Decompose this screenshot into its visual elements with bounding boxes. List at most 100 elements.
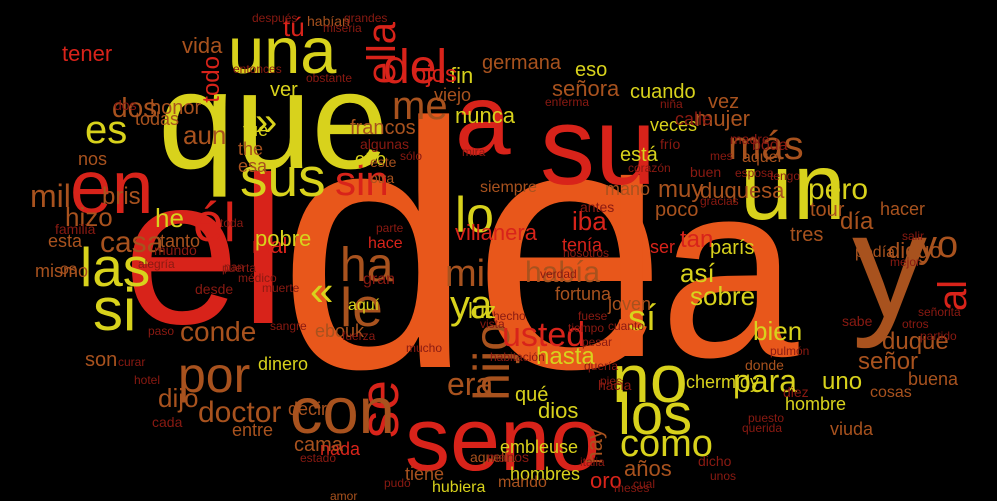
word-128: cada [152,414,183,430]
word-14: por [178,347,251,403]
word-159: pudo [384,476,411,490]
word-204: cuanto [608,319,645,333]
word-135: muerte [262,281,300,295]
word-200: este [370,154,397,170]
word-30: sin [335,157,389,204]
word-55: tan [680,226,714,253]
word-155: paso [148,324,175,338]
word-72: tú [283,12,305,42]
word-2: el [123,133,287,368]
word-103: hombres [510,464,581,484]
word-144: corazón [628,161,671,175]
word-211: dos [114,97,137,113]
word-198: mira [462,145,486,159]
word-19: él [193,191,236,253]
word-36: era [447,366,494,402]
word-85: otro [355,149,387,169]
word-188: tanto [160,231,201,251]
word-209: partido [920,329,957,343]
word-86: nunca [455,103,515,128]
word-7: en [70,145,154,229]
word-83: fin [450,63,474,88]
word-141: gran [363,271,396,288]
word-113: diego [888,238,942,263]
word-42: doctor [198,396,282,429]
word-195: enferma [545,95,590,109]
word-183: manos [487,449,530,465]
word-80: esta [48,231,83,251]
word-64: hizo [65,202,113,232]
word-185: fuerza [342,329,376,343]
word-178: miseria [323,21,362,35]
word-78: sobre [690,281,756,311]
word-59: duque [882,328,949,355]
word-51: ser [650,237,676,257]
word-132: cosas [870,384,912,401]
word-21: si [93,276,137,343]
word-53: aun [183,120,227,150]
word-79: parís [710,237,755,259]
word-104: chermidy [686,372,760,392]
word-122: marido [498,474,547,491]
word-76: qué [515,384,549,406]
word-190: pan [224,260,245,274]
word-148: calle [675,109,713,129]
word-182: nosotros [563,246,610,260]
word-98: entre [232,420,274,440]
word-13: con [290,374,395,447]
word-205: pesar [582,335,613,349]
word-16: las [80,236,151,298]
word-15: los [618,382,693,447]
word-136: médico [238,271,277,285]
word-153: gracias [700,194,739,208]
word-147: boda [752,137,788,154]
word-0: de [278,51,668,442]
word-66: tour [810,199,845,221]
word-109: mano [605,179,651,199]
word-52: todo [198,56,225,103]
word-92: todas [135,109,180,129]
word-87: veces [650,115,698,135]
word-134: puerta [222,261,257,275]
word-140: desde [195,281,234,297]
word-161: donde [745,357,784,373]
word-191: nos [78,149,108,169]
word-121: siempre [480,179,537,196]
word-184: vista [480,317,505,331]
word-27: ella [360,22,404,85]
word-167: pulmón [770,344,810,358]
word-31: le [340,276,383,338]
word-88: poco [655,199,699,221]
word-111: oro [590,468,622,493]
word-157: curar [118,355,146,369]
word-197: parte [376,221,404,235]
word-71: ver [270,79,298,101]
word-203: habitación [490,350,545,364]
word-11: no [612,341,688,417]
word-75: he [155,203,184,233]
word-169: quería [584,359,619,373]
word-82: vez [708,91,740,113]
word-129: bris [102,183,141,210]
word-154: luz [468,298,497,323]
word-150: frío [660,136,681,152]
word-41: usted [502,316,586,354]
word-145: esposa [735,166,774,180]
word-181: antes [580,199,615,215]
word-74: mal [252,233,288,258]
word-175: meses [614,481,650,495]
word-202: fuese [578,309,608,323]
word-170: italia [580,455,605,469]
word-151: mes [710,149,733,163]
word-39: ya [450,283,493,327]
word-156: hotel [134,373,161,387]
word-149: niña [660,97,683,111]
word-28: como [620,423,713,465]
word-26: yo [918,224,959,266]
word-33: » [255,100,278,144]
word-9: seno [405,390,601,490]
word-196: mucho [406,341,443,355]
word-93: tener [62,41,113,66]
word-160: podía [855,244,896,261]
